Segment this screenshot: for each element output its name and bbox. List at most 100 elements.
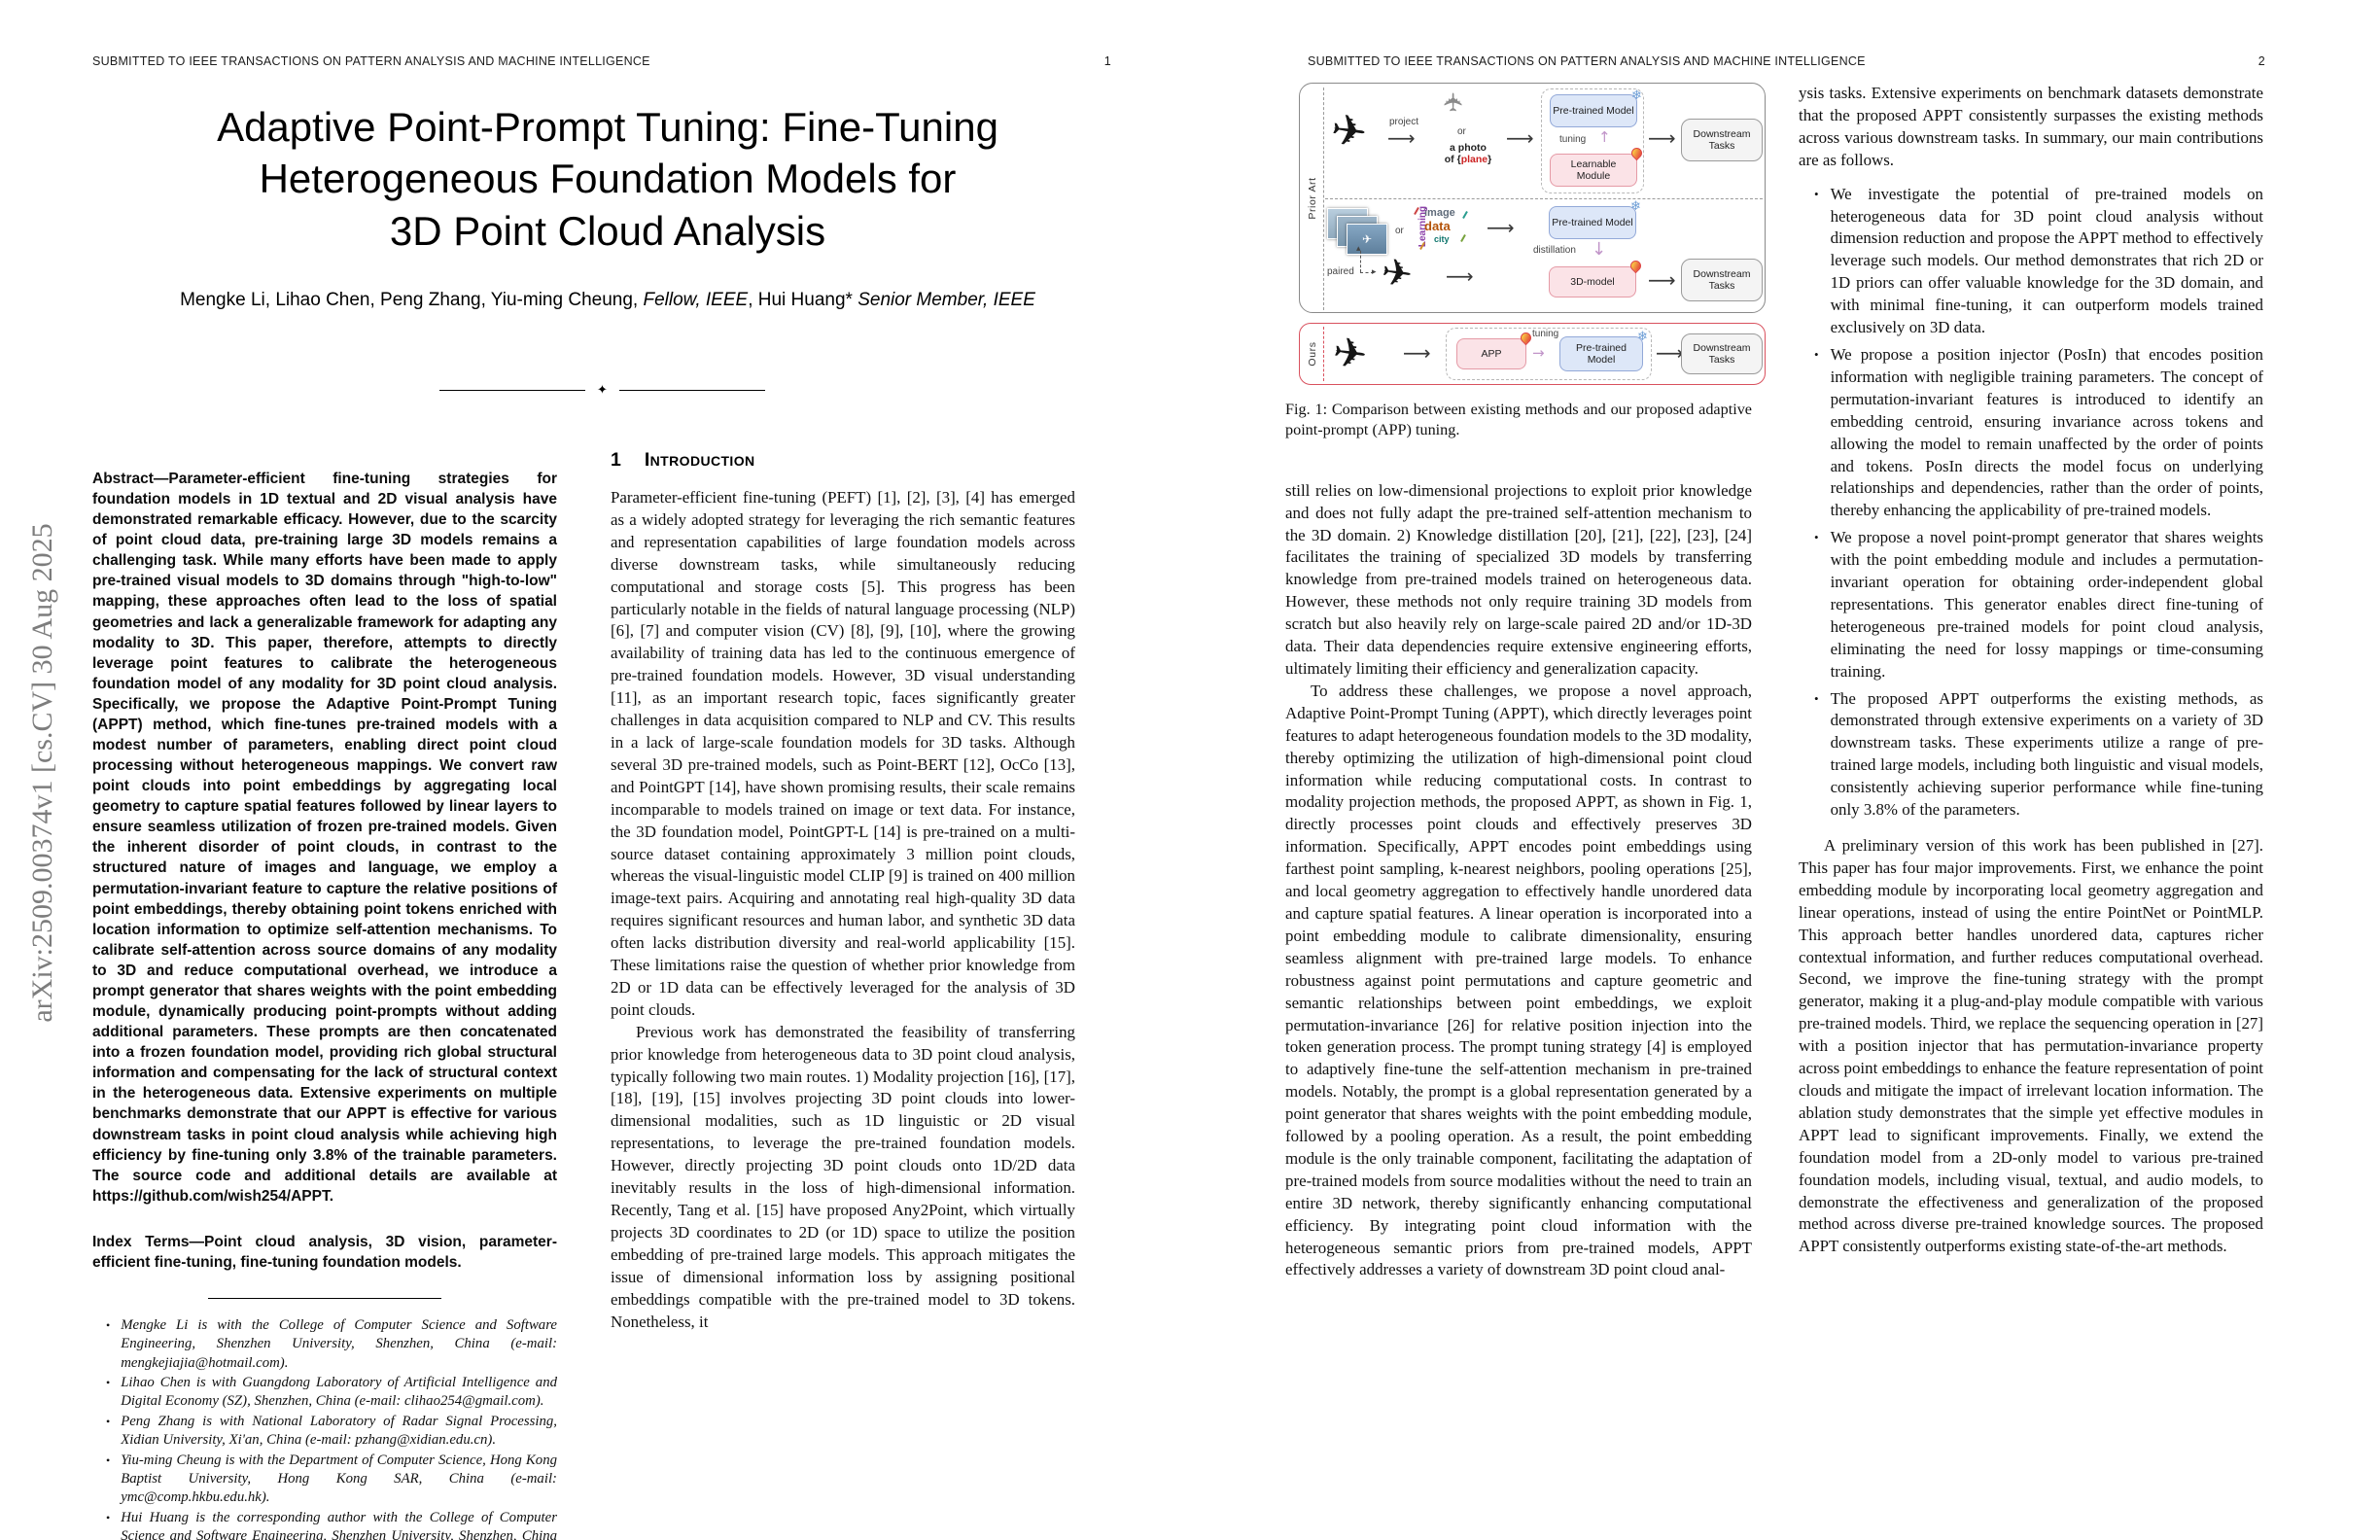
diamond-icon: ✦ bbox=[597, 383, 608, 398]
journal-name: SUBMITTED TO IEEE TRANSACTIONS ON PATTER… bbox=[1308, 54, 1866, 68]
bullet-icon: • bbox=[106, 1376, 111, 1390]
right-arrow-icon: → bbox=[1532, 344, 1545, 362]
3d-model-label: 3D-model bbox=[1570, 275, 1615, 288]
footnote-item: • Mengke Li is with the College of Comput… bbox=[92, 1316, 557, 1373]
section-heading: 1 Introduction bbox=[611, 449, 1075, 472]
index-terms-label: Index Terms bbox=[92, 1233, 190, 1250]
downstream-tasks-label: Downstream Tasks bbox=[1693, 127, 1751, 152]
footnote-text: Lihao Chen is with Guangdong Laboratory … bbox=[121, 1375, 557, 1410]
p2-right-paragraph-1: ysis tasks. Extensive experiments on ben… bbox=[1799, 84, 2263, 169]
abstract-text: —Parameter-efficient fine-tuning strateg… bbox=[92, 471, 557, 1205]
distillation-label: distillation bbox=[1533, 245, 1576, 256]
pretrained-model-box: Pre-trained Model bbox=[1550, 94, 1637, 127]
journal-name: SUBMITTED TO IEEE TRANSACTIONS ON PATTER… bbox=[92, 54, 650, 68]
p2-right-paragraph-2: A preliminary version of this work has b… bbox=[1799, 836, 2263, 1256]
footnote-rule bbox=[208, 1297, 441, 1299]
photo-plane-icon: ✈ bbox=[1361, 232, 1373, 246]
or-label: or bbox=[1457, 126, 1466, 137]
paired-label: paired bbox=[1327, 266, 1354, 277]
page2-header: SUBMITTED TO IEEE TRANSACTIONS ON PATTER… bbox=[1308, 54, 2265, 68]
right-arrow-icon: ⟶ bbox=[1446, 264, 1474, 288]
intro-paragraph-1: Parameter-efficient fine-tuning (PEFT) [… bbox=[611, 488, 1075, 1019]
right-arrow-icon: ⟶ bbox=[1387, 126, 1416, 150]
label-divider bbox=[1323, 327, 1324, 381]
app-label: APP bbox=[1481, 347, 1502, 360]
section-number: 1 bbox=[611, 449, 621, 471]
contributions-list: • We investigate the potential of pre-tra… bbox=[1799, 184, 2263, 822]
brace-close: } bbox=[1488, 154, 1492, 165]
author-rank: Senior Member, IEEE bbox=[858, 290, 1035, 310]
contribution-text: We propose a novel point-prompt generato… bbox=[1830, 528, 2263, 681]
bullet-icon: • bbox=[106, 1452, 111, 1467]
footnote-text: Mengke Li is with the College of Compute… bbox=[121, 1316, 557, 1371]
footnote-item: • Hui Huang is the corresponding author w… bbox=[92, 1509, 557, 1540]
ours-panel: Ours ✈ ⟶ APP tuning → Pre-trained Model … bbox=[1299, 323, 1766, 385]
page1-right-column: 1 Introduction Parameter-efficient fine-… bbox=[611, 449, 1075, 1333]
photo-prompt-line2: of {plane} bbox=[1434, 154, 1502, 165]
title-separator: ✦ bbox=[439, 383, 765, 398]
author-names: , Hui Huang* bbox=[748, 290, 858, 310]
cloud-stroke bbox=[1460, 234, 1466, 242]
intro-paragraph-2: Previous work has demonstrated the feasi… bbox=[611, 1022, 1075, 1331]
downstream-tasks-label: Downstream Tasks bbox=[1693, 341, 1751, 366]
row-divider bbox=[1325, 198, 1763, 199]
point-cloud-plane-icon: ✈ bbox=[1379, 249, 1416, 298]
photo-prompt-text: a photo of {plane} bbox=[1434, 142, 1502, 165]
contribution-item: • We propose a novel point-prompt generat… bbox=[1799, 527, 2263, 682]
bullet-icon: • bbox=[1814, 690, 1819, 706]
right-arrow-icon: ⟶ bbox=[1506, 126, 1534, 150]
footnote-text: Yiu-ming Cheung is with the Department o… bbox=[121, 1452, 557, 1506]
section-title: Introduction bbox=[644, 449, 755, 471]
paper-title: Adaptive Point-Prompt Tuning: Fine-Tunin… bbox=[217, 104, 998, 254]
up-triangle-icon: ▴ bbox=[1356, 243, 1361, 253]
up-arrow-icon: ↑ bbox=[1598, 128, 1611, 146]
pretrained-model-box: Pre-trained Model bbox=[1549, 206, 1636, 239]
right-triangle-icon: ▸ bbox=[1372, 266, 1377, 276]
index-terms: Index Terms—Point cloud analysis, 3D vis… bbox=[92, 1232, 557, 1273]
separator-line bbox=[439, 390, 586, 391]
figure-caption: Fig. 1: Comparison between existing meth… bbox=[1285, 401, 1752, 439]
abstract-label: Abstract bbox=[92, 471, 154, 487]
footnote-text: Hui Huang is the corresponding author wi… bbox=[121, 1509, 557, 1540]
page2-left-column: Prior Art ✈ project ⟶ ✈ or a photo of {p… bbox=[1285, 83, 1766, 1281]
airplane-photo: ✈ bbox=[1347, 224, 1387, 255]
pretrained-model-label: Pre-trained Model bbox=[1553, 104, 1634, 117]
snowflake-icon: ❄ bbox=[1637, 330, 1648, 344]
bullet-icon: • bbox=[106, 1317, 111, 1332]
contribution-item: • We propose a position injector (PosIn) … bbox=[1799, 344, 2263, 522]
label-divider bbox=[1323, 88, 1324, 310]
prior-art-panel: Prior Art ✈ project ⟶ ✈ or a photo of {p… bbox=[1299, 83, 1766, 313]
point-cloud-plane-icon: ✈ bbox=[1329, 327, 1371, 380]
author-line: Mengke Li, Lihao Chen, Peng Zhang, Yiu-m… bbox=[117, 290, 1099, 311]
index-terms-text: —Point cloud analysis, 3D vision, parame… bbox=[92, 1233, 557, 1271]
author-rank: Fellow, IEEE bbox=[643, 290, 749, 310]
figure-1: Prior Art ✈ project ⟶ ✈ or a photo of {p… bbox=[1299, 83, 1766, 385]
down-arrow-icon: ↓ bbox=[1592, 239, 1607, 260]
word-city: city bbox=[1434, 234, 1450, 244]
right-arrow-icon: ⟶ bbox=[1403, 341, 1431, 365]
3d-model-box: 3D-model bbox=[1549, 266, 1636, 298]
footnote-item: • Yiu-ming Cheung is with the Department … bbox=[92, 1452, 557, 1508]
footnote-item: • Lihao Chen is with Guangdong Laboratory… bbox=[92, 1374, 557, 1412]
prior-art-label: Prior Art bbox=[1307, 177, 1318, 220]
pretrained-model-label: Pre-trained Model bbox=[1576, 341, 1627, 366]
contribution-text: We investigate the potential of pre-trai… bbox=[1830, 184, 2263, 337]
abstract: Abstract—Parameter-efficient fine-tuning… bbox=[92, 469, 557, 1207]
snowflake-icon: ❄ bbox=[1631, 88, 1642, 103]
page-number: 2 bbox=[2258, 54, 2265, 68]
bullet-icon: • bbox=[1814, 186, 1819, 201]
contribution-text: We propose a position injector (PosIn) t… bbox=[1830, 344, 2263, 520]
learnable-module-box: Learnable Module bbox=[1550, 154, 1637, 187]
right-arrow-icon: ⟶ bbox=[1487, 216, 1515, 239]
arxiv-sidebar-label: arXiv:2509.00374v1 [cs.CV] 30 Aug 2025 bbox=[26, 523, 58, 1023]
ours-label: Ours bbox=[1307, 341, 1318, 367]
p2-left-paragraph-2: To address these challenges, we propose … bbox=[1285, 681, 1752, 1279]
author-names: Mengke Li, Lihao Chen, Peng Zhang, Yiu-m… bbox=[180, 290, 644, 310]
app-tuning-group: APP tuning → Pre-trained Model ❄ bbox=[1446, 328, 1652, 380]
paired-connector bbox=[1360, 272, 1374, 273]
tuning-label: tuning bbox=[1532, 329, 1559, 339]
project-label: project bbox=[1389, 117, 1419, 127]
downstream-tasks-box: Downstream Tasks bbox=[1681, 119, 1763, 161]
bullet-icon: • bbox=[106, 1414, 111, 1428]
